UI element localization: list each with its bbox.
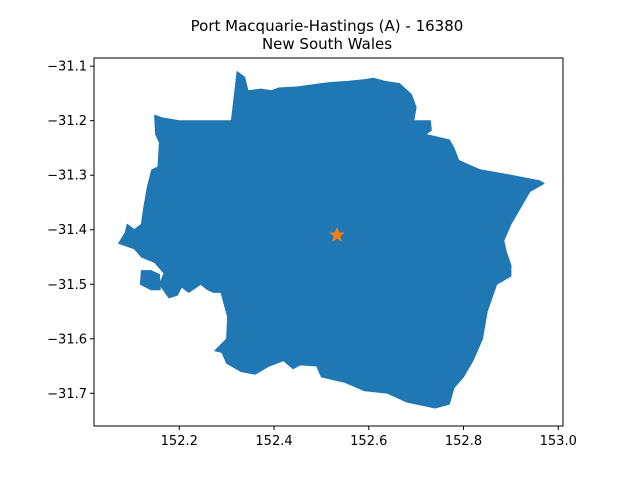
axis-ticks: 152.2 152.4 152.6 152.8 153.0 −31.1 −31.2 −31.3… [47, 60, 577, 449]
y-tick-label: −31.1 [47, 60, 87, 75]
y-tick-label: −31.3 [47, 169, 87, 184]
y-tick-label: −31.6 [47, 332, 87, 347]
chart-title-line1: Port Macquarie-Hastings (A) - 16380 [191, 17, 464, 35]
region-polygon-part-1 [139, 270, 161, 291]
plot-area [118, 71, 545, 409]
y-tick-label: −31.7 [47, 387, 87, 402]
region-polygon [118, 71, 545, 409]
axes-frame [93, 57, 564, 427]
x-tick-label: 152.6 [350, 434, 387, 449]
x-tick-label: 153.0 [540, 434, 577, 449]
chart-title-line2: New South Wales [262, 35, 392, 53]
x-tick-label: 152.4 [255, 434, 292, 449]
x-tick-label: 152.8 [445, 434, 482, 449]
y-tick-label: −31.5 [47, 278, 87, 293]
x-tick-label: 152.2 [161, 434, 198, 449]
centroid-star-marker [329, 227, 345, 242]
y-tick-label: −31.2 [47, 114, 87, 129]
y-tick-label: −31.4 [47, 223, 87, 238]
